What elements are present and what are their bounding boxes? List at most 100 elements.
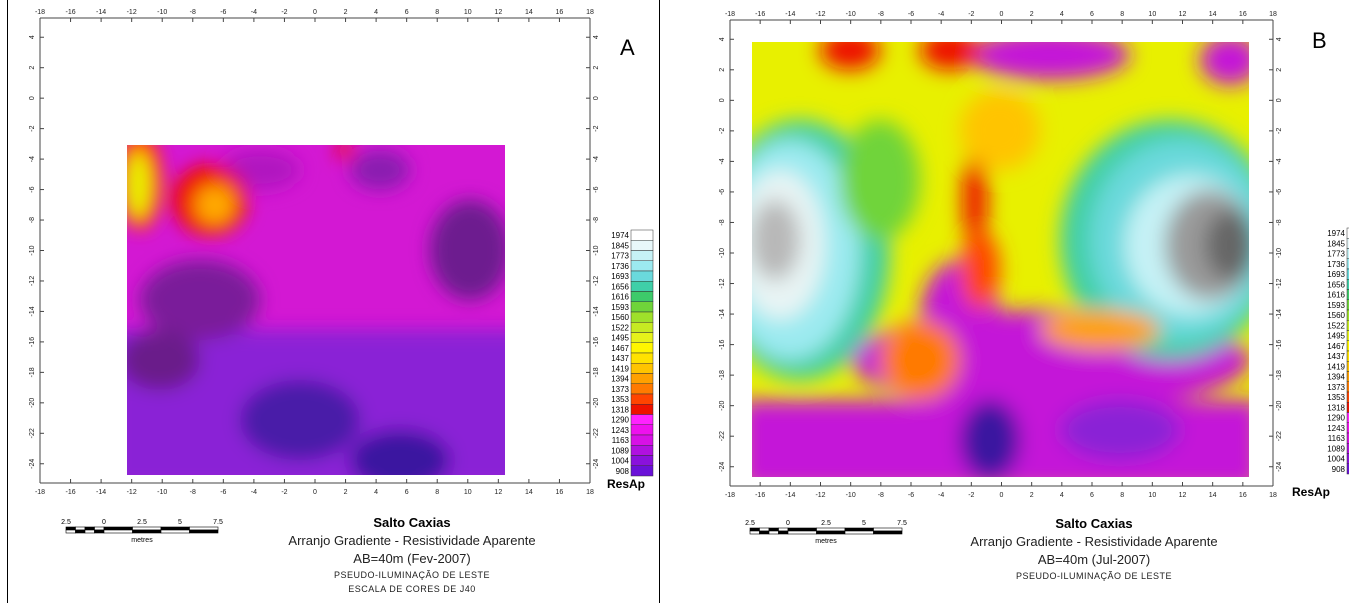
x-tick-label-top: 10 (464, 9, 472, 16)
caption-b: Salto Caxias Arranjo Gradiente - Resisti… (944, 515, 1244, 583)
y-tick-label-left: -10 (29, 245, 36, 255)
x-tick-label-top: 12 (1179, 11, 1187, 18)
scale-segment (787, 527, 817, 532)
legend-swatch (1346, 402, 1349, 413)
legend-swatch (630, 393, 654, 405)
x-tick-label-bottom: 0 (313, 489, 317, 496)
legend-value: 1290 (611, 416, 629, 425)
legend-value: 1495 (611, 334, 629, 343)
scale-label: 7.5 (897, 520, 907, 527)
y-tick-label-left: -10 (719, 248, 726, 258)
legend-value: 1845 (1327, 239, 1345, 248)
x-tick-label-top: -10 (157, 9, 167, 16)
caption-a: Salto Caxias Arranjo Gradiente - Resisti… (262, 514, 562, 596)
legend-swatch (1346, 350, 1349, 362)
scale-segment (65, 526, 76, 531)
legend-swatch (630, 250, 654, 261)
x-tick-label-top: -2 (281, 9, 287, 16)
y-tick-label-right: -10 (593, 245, 600, 255)
legend-value: 1353 (611, 395, 629, 404)
y-tick-label-left: -22 (719, 431, 726, 441)
y-tick-label-left: -18 (29, 367, 36, 377)
scale-segment (103, 529, 133, 534)
y-tick-label-right: -2 (1276, 128, 1283, 134)
y-tick-label-right: -6 (1276, 189, 1283, 195)
scale-bar-b: 2.5 0 2.5 5 7.5 metres (745, 520, 907, 545)
scale-segment (84, 529, 95, 534)
legend-value: 1419 (611, 364, 629, 373)
legend-swatch (1346, 299, 1349, 311)
y-tick-label-right: -14 (1276, 309, 1283, 319)
legend-value: 1089 (611, 446, 629, 455)
frame-a: -18 -18 -16 -16 -14 -14 -12 -12 -10 -10 -8 -8 -6 -6 -4… (29, 9, 600, 496)
y-tick-label-right: -8 (1276, 219, 1283, 225)
caption-a-line4: ESCALA DE CORES DE J40 (348, 584, 476, 594)
legend-value: 1974 (1327, 229, 1345, 238)
scale-segment (75, 526, 86, 531)
x-tick-label-bottom: -12 (815, 492, 825, 499)
panel-divider (659, 0, 660, 603)
scale-segment (75, 529, 86, 534)
legend-swatch (1346, 412, 1349, 423)
legend-swatch (630, 455, 654, 466)
legend-value: 1773 (611, 252, 629, 261)
x-tick-label-bottom: -8 (190, 489, 196, 496)
legend-swatch (1346, 279, 1349, 290)
legend-swatch (1346, 463, 1349, 475)
caption-b-line1: Arranjo Gradiente - Resistividade Aparen… (970, 534, 1218, 549)
y-tick-label-left: -16 (719, 339, 726, 349)
legend-value: 1163 (612, 436, 630, 445)
legend-swatch (1346, 289, 1349, 300)
x-tick-label-top: -8 (878, 11, 884, 18)
x-tick-label-top: -16 (755, 11, 765, 18)
legend-value: 1560 (611, 313, 629, 322)
x-tick-label-top: 16 (556, 9, 564, 16)
x-tick-label-bottom: -12 (127, 489, 137, 496)
y-tick-label-left: -12 (29, 276, 36, 286)
scale-unit: metres (131, 537, 153, 544)
y-tick-label-right: -22 (593, 428, 600, 438)
scale-segment (103, 526, 133, 531)
x-tick-label-bottom: 18 (586, 489, 594, 496)
legend-swatch (630, 260, 654, 272)
y-tick-label-right: -20 (1276, 401, 1283, 411)
legend-value: 1318 (1327, 403, 1345, 412)
scale-segment (759, 527, 770, 532)
legend-swatch (1346, 361, 1349, 372)
legend-swatch (1346, 381, 1349, 393)
legend-swatch (1346, 391, 1349, 403)
y-tick-label-right: -8 (593, 217, 600, 223)
y-tick-label-left: -16 (29, 337, 36, 347)
legend-swatch (630, 270, 654, 282)
y-tick-label-right: -24 (1276, 462, 1283, 472)
y-tick-label-left: -8 (719, 219, 726, 225)
y-tick-label-left: -4 (29, 156, 36, 162)
scale-segment (844, 530, 874, 535)
x-tick-label-top: 0 (1000, 11, 1004, 18)
legend-swatch (1346, 422, 1349, 434)
y-tick-label-right: 2 (593, 66, 600, 70)
x-tick-label-bottom: -14 (96, 489, 106, 496)
scale-label: 2.5 (137, 519, 147, 526)
x-tick-label-bottom: -18 (35, 489, 45, 496)
caption-a-line2: AB=40m (Fev-2007) (353, 551, 471, 566)
y-tick-label-right: -12 (593, 276, 600, 286)
legend-swatch (630, 240, 654, 251)
x-tick-label-bottom: -16 (65, 489, 75, 496)
legend-value: 1593 (611, 303, 629, 312)
scale-label: 5 (178, 519, 182, 526)
legend-swatch (630, 281, 654, 292)
y-tick-label-left: 4 (29, 35, 36, 39)
legend-swatch (630, 342, 654, 354)
x-tick-label-bottom: 4 (374, 489, 378, 496)
caption-a-title: Salto Caxias (373, 515, 451, 530)
scale-segment (160, 526, 190, 531)
scale-segment (778, 527, 789, 532)
x-tick-label-top: 10 (1148, 11, 1156, 18)
x-tick-label-bottom: 14 (525, 489, 533, 496)
x-tick-label-bottom: -16 (755, 492, 765, 499)
y-tick-label-left: -12 (719, 278, 726, 288)
caption-a-line1: Arranjo Gradiente - Resistividade Aparen… (288, 533, 536, 548)
scale-segment (873, 527, 903, 532)
